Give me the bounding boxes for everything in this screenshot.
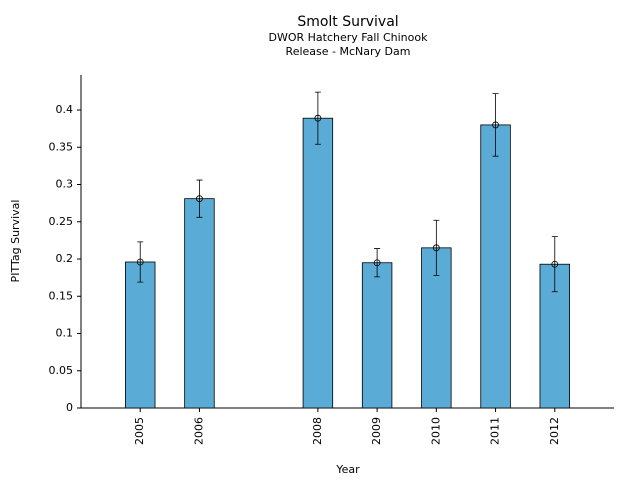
error-bar	[196, 179, 203, 218]
point-marker	[551, 260, 559, 268]
point-marker	[196, 195, 203, 203]
y-tick-label: 0.4	[56, 103, 74, 116]
x-axis-label: Year	[335, 463, 360, 476]
bar	[480, 124, 511, 409]
point-marker	[492, 121, 499, 129]
bar	[361, 262, 393, 409]
y-tick-label: 0.35	[49, 140, 74, 153]
error-bar	[374, 248, 381, 278]
y-tick-label: 0.3	[56, 178, 74, 191]
y-tick-label: 0.05	[49, 364, 74, 377]
x-tick-label: 2008	[311, 417, 324, 445]
y-tick-label: 0.2	[56, 252, 74, 265]
chart-subtitle: DWOR Hatchery Fall Chinook	[269, 31, 429, 44]
y-tick-label: 0.1	[56, 327, 74, 340]
y-tick-label: 0	[66, 401, 73, 414]
y-tick-label: 0.15	[49, 289, 74, 302]
error-bar	[137, 241, 144, 283]
error-bar	[314, 91, 321, 145]
error-bar	[492, 93, 499, 157]
x-tick-label: 2006	[192, 417, 205, 445]
y-axis-label: PITTag Survival	[9, 200, 22, 283]
x-tick-label: 2012	[548, 417, 561, 445]
bar	[125, 261, 156, 409]
x-tick-label: 2011	[489, 417, 502, 445]
y-tick-label: 0.25	[49, 215, 74, 228]
chart-title: Smolt Survival	[297, 14, 398, 30]
error-bar	[433, 219, 440, 276]
x-tick-label: 2010	[429, 417, 442, 445]
error-bar	[551, 236, 558, 293]
bar	[302, 117, 334, 409]
point-marker	[432, 244, 440, 252]
bar	[184, 198, 215, 409]
chart-subtitle: Release - McNary Dam	[286, 45, 411, 58]
point-marker	[136, 258, 144, 266]
point-marker	[314, 114, 322, 122]
x-tick-label: 2009	[370, 417, 383, 445]
x-tick-label: 2005	[133, 417, 146, 445]
point-marker	[373, 259, 381, 267]
